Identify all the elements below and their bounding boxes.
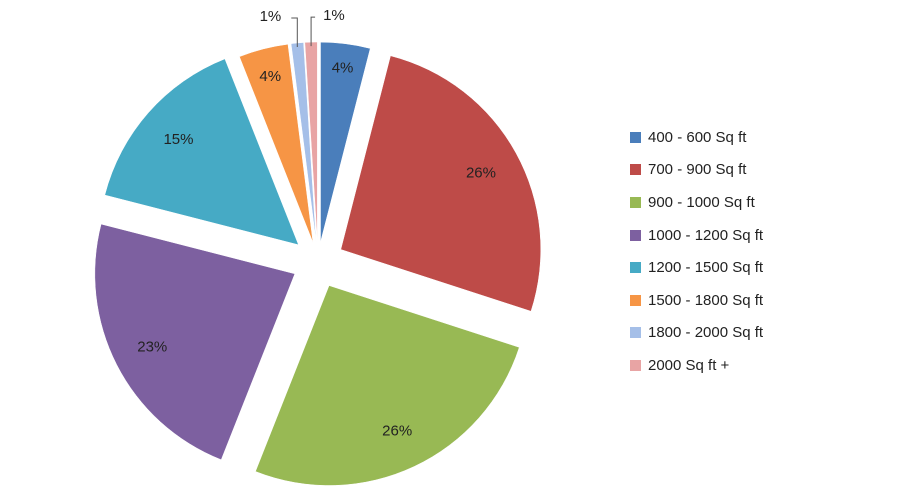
legend-label: 1800 - 2000 Sq ft — [648, 324, 764, 342]
pie-labels: 4% 26% 26% 23% 15% 4% 1% 1% — [137, 7, 496, 439]
slice-value-label-4: 23% — [137, 338, 167, 355]
pie-slice-4 — [94, 223, 296, 461]
legend-swatch — [630, 196, 641, 208]
legend-label: 900 - 1000 Sq ft — [648, 193, 755, 211]
pie-slice-6 — [239, 43, 314, 243]
legend-swatch — [630, 262, 641, 274]
leader-line-7 — [291, 17, 298, 47]
leader-line-8 — [310, 16, 316, 47]
legend-item-6: 1500 - 1800 Sq ft — [630, 284, 763, 317]
pie-slice-5 — [104, 58, 299, 246]
legend-item-5: 1200 - 1500 Sq ft — [630, 251, 763, 284]
chart-legend: 400 - 600 Sq ft 700 - 900 Sq ft 900 - 1000… — [630, 121, 763, 382]
slice-value-label-5: 15% — [163, 131, 193, 148]
legend-item-2: 700 - 900 Sq ft — [630, 154, 763, 187]
pie-slice-2 — [340, 55, 541, 312]
legend-label: 1500 - 1800 Sq ft — [648, 291, 764, 309]
legend-label: 700 - 900 Sq ft — [648, 161, 747, 179]
legend-label: 400 - 600 Sq ft — [648, 128, 747, 146]
pie-slice-1 — [320, 41, 371, 243]
legend-swatch — [630, 327, 641, 339]
legend-item-3: 900 - 1000 Sq ft — [630, 186, 763, 219]
legend-swatch — [630, 294, 641, 306]
legend-swatch — [630, 229, 641, 241]
legend-swatch — [630, 131, 641, 143]
legend-item-7: 1800 - 2000 Sq ft — [630, 317, 763, 350]
pie-slices — [94, 41, 541, 486]
legend-label: 2000 Sq ft + — [648, 356, 730, 374]
pie-slice-3 — [255, 285, 520, 486]
slice-value-label-2: 26% — [466, 164, 496, 181]
legend-label: 1000 - 1200 Sq ft — [648, 226, 764, 244]
slice-value-label-7: 1% — [260, 8, 282, 25]
legend-swatch — [630, 359, 641, 371]
legend-item-4: 1000 - 1200 Sq ft — [630, 219, 763, 252]
slice-value-label-3: 26% — [382, 422, 412, 439]
legend-swatch — [630, 164, 641, 176]
slice-value-label-1: 4% — [332, 60, 354, 77]
slice-value-label-8: 1% — [323, 7, 345, 24]
legend-label: 1200 - 1500 Sq ft — [648, 259, 764, 277]
slice-value-label-6: 4% — [259, 68, 281, 85]
legend-item-1: 400 - 600 Sq ft — [630, 121, 763, 154]
legend-item-8: 2000 Sq ft + — [630, 349, 763, 382]
